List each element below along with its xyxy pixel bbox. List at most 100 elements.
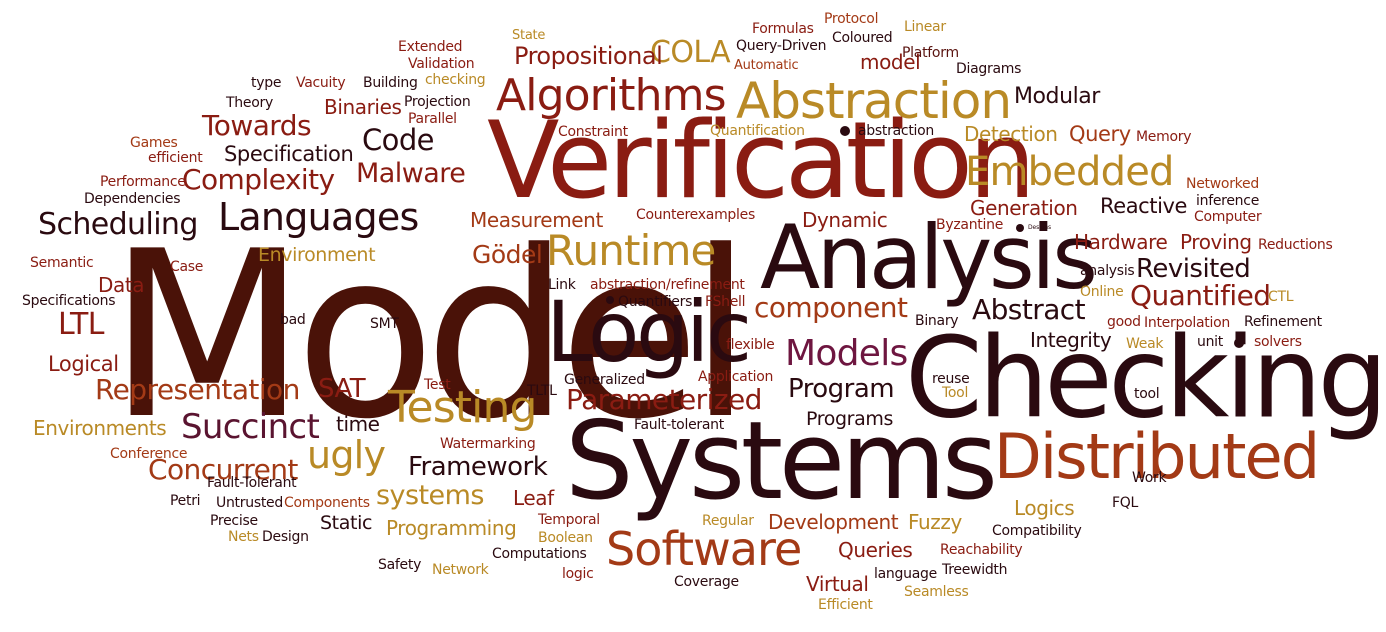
word: Efficient [818, 597, 873, 613]
word: Logical [48, 352, 119, 376]
word: Reductions [1258, 237, 1333, 253]
word: Precise [210, 513, 258, 529]
word: Framework [408, 452, 548, 482]
word: Integrity [1030, 328, 1112, 352]
word: Generalized [564, 372, 645, 388]
word: Games [130, 135, 178, 151]
word: good [1107, 314, 1141, 330]
word: Fault-tolerant [634, 417, 724, 433]
word: Conference [110, 446, 188, 462]
word: Validation [408, 56, 475, 72]
word: Representation [95, 373, 300, 406]
word: Checking [905, 312, 1386, 443]
word: tool [1134, 386, 1160, 402]
word: Revisited [1136, 254, 1251, 284]
word: Dynamic [802, 208, 888, 232]
word: Quantification [710, 123, 805, 139]
word: Components [284, 495, 370, 511]
word: Building [363, 75, 418, 91]
word: flexible [726, 337, 775, 353]
word: Formulas [752, 21, 814, 37]
word: Parameterized [566, 383, 762, 416]
word: Theory [226, 95, 273, 111]
word: Boolean [538, 530, 593, 546]
word: Byzantine [936, 217, 1004, 233]
word: Reactive [1100, 194, 1188, 218]
word: Diagrams [956, 61, 1022, 77]
word: Designs [1028, 224, 1052, 231]
word: Propositional [514, 42, 663, 70]
word: inference [1196, 193, 1260, 209]
word: Abstraction [736, 72, 1012, 130]
word: Memory [1136, 129, 1192, 145]
word: Petri [170, 493, 201, 509]
word: Performance [100, 174, 186, 190]
word: Treewidth [942, 562, 1008, 578]
word: Queries [838, 538, 913, 562]
word: Watermarking [440, 436, 536, 452]
word: Vacuity [296, 75, 346, 91]
word: Query-Driven [736, 38, 827, 54]
word: Untrusted [216, 495, 284, 511]
word: SAT [318, 374, 366, 404]
word: Development [768, 510, 899, 534]
word: Environments [33, 416, 167, 440]
word: Case [170, 259, 204, 275]
word: Tool [942, 385, 969, 401]
word: Reachability [940, 542, 1023, 558]
word: Quantified [1130, 279, 1271, 312]
word: Computer [1194, 209, 1262, 225]
word: Algorithms [496, 70, 727, 121]
word: Scheduling [38, 207, 198, 242]
word: Projection [404, 94, 471, 110]
word: Malware [356, 158, 466, 189]
word: Safety [378, 557, 422, 573]
word: Link [548, 277, 576, 293]
word: Semantic [30, 255, 94, 271]
word: SMT [370, 316, 399, 332]
word: systems [376, 480, 484, 511]
word: Binary [915, 313, 959, 329]
word: model [860, 50, 921, 74]
word: Refinement [1244, 314, 1322, 330]
word: Modular [1014, 84, 1100, 109]
word: Binaries [324, 95, 402, 119]
word: Logics [1014, 496, 1075, 520]
word: Logic [546, 283, 752, 381]
word: Complexity [182, 163, 335, 196]
word: solvers [1254, 334, 1302, 350]
word: Online [1080, 284, 1124, 300]
word: Temporal [538, 512, 600, 528]
word: Fuzzy [908, 510, 962, 534]
word: Succinct [181, 407, 320, 447]
word: Quantifiers [618, 294, 693, 310]
word: Runtime [546, 226, 716, 275]
word: abstraction/refinement [590, 277, 745, 293]
word: Compatibility [992, 523, 1082, 539]
word: FShell [705, 294, 746, 310]
word: Code [362, 123, 435, 157]
word: unit [1197, 334, 1224, 350]
word: Languages [218, 195, 419, 239]
word: Coverage [674, 574, 739, 590]
dot-marker [1016, 224, 1024, 232]
word: Specifications [22, 293, 116, 309]
word: FQL [1112, 495, 1139, 511]
word: Static [320, 512, 373, 534]
word: component [754, 291, 908, 324]
word: Work [1132, 470, 1167, 486]
word: Generation [970, 196, 1078, 220]
word: bad [280, 312, 306, 328]
word: Computations [492, 546, 587, 562]
word: State [512, 28, 546, 43]
word: COLA [650, 35, 731, 70]
word: language [874, 566, 937, 582]
word: Networked [1186, 176, 1259, 192]
word: Constraint [558, 124, 628, 140]
word: Environment [258, 244, 376, 266]
word: Concurrent [148, 453, 298, 486]
dot-marker [1234, 338, 1244, 348]
word: Model [108, 203, 753, 470]
word: Towards [202, 109, 312, 142]
